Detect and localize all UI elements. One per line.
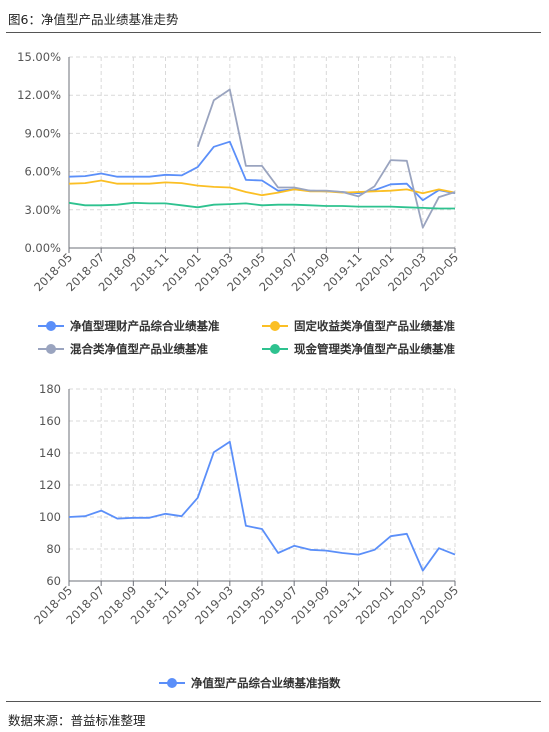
y-tick-label: 9.00%	[24, 126, 61, 140]
series-line-3	[196, 88, 456, 229]
figure-title: 图6：净值型产品业绩基准走势	[8, 12, 179, 27]
legend-label-4[interactable]: 现金管理类净值型产品业绩基准	[294, 342, 455, 356]
y-tick-label: 180	[39, 382, 61, 396]
y-tick-label: 15.00%	[17, 50, 61, 64]
y-tick-label: 3.00%	[24, 203, 61, 217]
legend-marker-1[interactable]	[167, 678, 177, 688]
legend-label-1[interactable]: 净值型产品综合业绩基准指数	[191, 676, 341, 690]
legend-marker-1[interactable]	[46, 321, 56, 331]
legend-marker-3[interactable]	[46, 344, 56, 354]
series-line-1	[68, 440, 456, 572]
y-tick-label: 100	[39, 510, 61, 524]
y-tick-label: 80	[46, 542, 61, 556]
y-tick-label: 160	[39, 414, 61, 428]
bottom-rule	[6, 701, 541, 702]
line-chart-benchmark-index: 60801001201401601802018-052018-072018-09…	[31, 382, 461, 690]
line-chart-benchmark-rates: 0.00%3.00%6.00%9.00%12.00%15.00%2018-052…	[17, 50, 461, 356]
top-rule	[6, 32, 541, 33]
series-line-1	[68, 140, 456, 202]
y-tick-label: 120	[39, 478, 61, 492]
legend-label-2[interactable]: 固定收益类净值型产品业绩基准	[294, 319, 455, 333]
legend-label-1[interactable]: 净值型理财产品综合业绩基准	[70, 319, 220, 333]
y-tick-label: 0.00%	[24, 241, 61, 255]
y-tick-label: 140	[39, 446, 61, 460]
legend-marker-4[interactable]	[270, 344, 280, 354]
series-line-2	[68, 179, 456, 197]
legend-label-3[interactable]: 混合类净值型产品业绩基准	[70, 342, 208, 356]
y-tick-label: 12.00%	[17, 88, 61, 102]
legend-marker-2[interactable]	[270, 321, 280, 331]
y-tick-label: 60	[46, 574, 61, 588]
series-line-4	[68, 201, 455, 210]
y-tick-label: 6.00%	[24, 165, 61, 179]
data-source: 数据来源：普益标准整理	[8, 713, 146, 728]
